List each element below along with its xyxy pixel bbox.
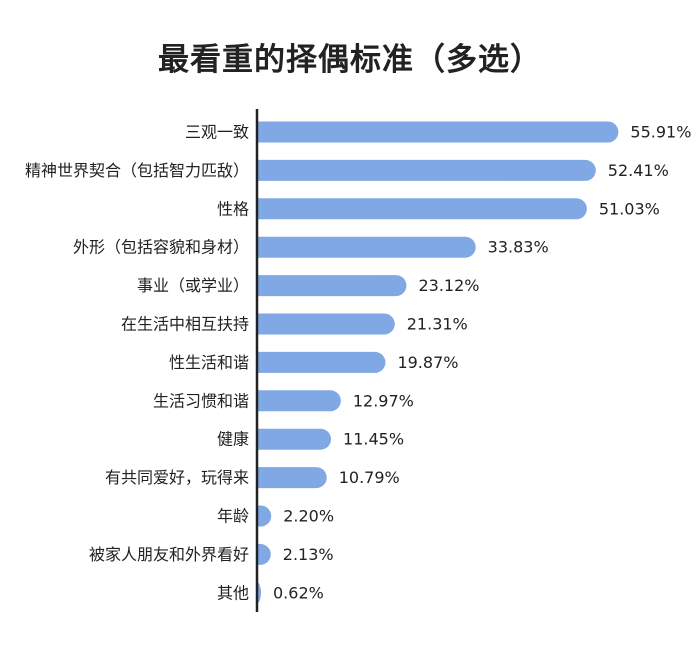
bar-6 [257,313,395,335]
category-label: 事业（或学业） [137,276,249,295]
category-label: 精神世界契合（包括智力匹敌） [25,161,249,180]
bar-11 [257,505,272,527]
value-label: 19.87% [397,353,458,372]
chart-title: 最看重的择偶标准（多选） [158,42,542,78]
category-label: 性格 [217,199,249,218]
bar-9 [257,428,332,450]
category-label: 其他 [217,583,249,602]
value-label: 0.62% [273,583,324,602]
category-label: 健康 [217,430,249,449]
value-label: 51.03% [599,199,660,218]
value-label: 23.12% [418,276,479,295]
bar-12 [257,543,271,565]
bar-4 [257,236,476,258]
category-label: 年龄 [217,507,249,526]
bar-2 [257,159,596,181]
bar-8 [257,390,341,412]
bar-7 [257,351,386,373]
bar-10 [257,467,327,489]
category-label: 外形（包括容貌和身材） [73,238,249,257]
category-label: 有共同爱好，玩得来 [105,468,249,487]
value-label: 11.45% [343,430,404,449]
bar-5 [257,275,407,297]
bar-1 [257,121,619,143]
value-label: 12.97% [353,391,414,410]
category-label: 性生活和谐 [169,353,249,372]
value-label: 21.31% [407,315,468,334]
value-label: 2.13% [283,545,334,564]
value-label: 33.83% [488,238,549,257]
value-label: 2.20% [283,507,334,526]
category-label: 在生活中相互扶持 [121,315,249,334]
bar-3 [257,198,587,220]
category-label: 三观一致 [185,123,249,142]
value-label: 10.79% [339,468,400,487]
value-label: 55.91% [630,123,691,142]
bars-layer: 三观一致 55.91% 精神世界契合（包括智力匹敌） 52.41% 性格 51.03% 外形… [25,121,691,604]
category-label: 被家人朋友和外界看好 [89,545,249,564]
category-label: 生活习惯和谐 [153,391,249,410]
value-label: 52.41% [608,161,669,180]
